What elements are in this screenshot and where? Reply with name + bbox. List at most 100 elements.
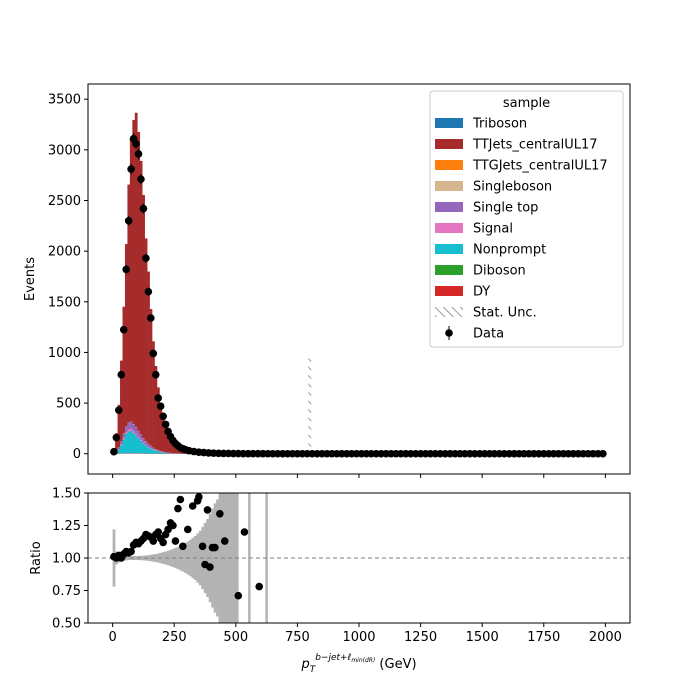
data-point-19 [156, 402, 165, 410]
data-point-16 [149, 349, 158, 358]
bar-signal-40 [122, 437, 126, 440]
stat-unc-hatch [308, 357, 312, 454]
bar-ttjets-centralul17-70 [129, 137, 133, 422]
main-y-tick-label-3500: 3500 [48, 93, 81, 108]
ratio-band-bin-150 [149, 554, 153, 562]
ratio-point-35 [203, 506, 212, 514]
bar-ttjets-centralul17-220 [166, 432, 170, 453]
legend-swatch-diboson [435, 265, 463, 275]
bar-ttjets-centralul17-240 [171, 442, 175, 454]
legend-swatch-singleboson [435, 181, 463, 191]
ratio-point-40 [220, 537, 229, 545]
ratio-band-bin-260 [176, 546, 180, 570]
bar-nonprompt-120 [142, 443, 145, 454]
bar-signal-30 [120, 444, 123, 446]
bar-signal-100 [137, 436, 141, 439]
ratio-y-tick-label-4: 1.50 [52, 487, 81, 502]
data-point-15 [147, 314, 155, 322]
data-point-3 [117, 370, 126, 379]
bar-ttjets-centralul17-90 [134, 112, 138, 427]
bar-nonprompt-60 [127, 431, 131, 454]
bar-signal-130 [144, 444, 148, 446]
bar-ttjets-centralul17-80 [132, 120, 136, 424]
main-y-tick-label-3000: 3000 [48, 143, 81, 158]
data-point-6 [124, 216, 133, 225]
bar-signal-150 [149, 448, 153, 449]
data-point-4 [119, 325, 128, 334]
legend-label-ttgjets-centralul17: TTGJets_centralUL17 [472, 159, 608, 174]
ratio-point-43 [255, 582, 264, 591]
legend-label-diboson: Diboson [473, 264, 526, 279]
bar-single-top-140 [147, 443, 150, 447]
ratio-point-24 [169, 521, 177, 530]
ratio-plot-panel: 0 250 500 750 1000 1250 1500 1750 2000 0.50 0.75 1… [29, 487, 631, 675]
bar-signal-90 [134, 433, 138, 436]
legend-label-dy: DY [473, 285, 490, 300]
x-axis-label-sub: T [310, 665, 317, 675]
bar-nonprompt-40 [122, 439, 126, 454]
ratio-point-38 [211, 543, 219, 552]
ratio-x-tick-label-500: 500 [223, 630, 248, 645]
bar-dy-60 [127, 453, 131, 454]
legend-marker-data [445, 329, 453, 337]
data-point-11 [137, 175, 145, 184]
ratio-band-bin-170 [154, 553, 158, 563]
bar-ttjets-centralul17-170 [154, 365, 158, 450]
bar-nonprompt-220 [166, 453, 170, 454]
x-axis-label-unit: (GeV) [375, 657, 416, 672]
ratio-x-tick-label-250: 250 [162, 630, 187, 645]
ratio-band-bin-120 [142, 555, 145, 561]
ratio-band-bin-310 [189, 539, 192, 577]
bar-nonprompt-150 [149, 448, 153, 454]
ratio-point-36 [206, 563, 214, 571]
data-point-13 [142, 254, 150, 263]
bar-signal-140 [147, 446, 150, 448]
ratio-band-bin-480 [230, 493, 234, 623]
ratio-point-16 [149, 537, 158, 545]
bar-single-top-170 [154, 449, 158, 451]
main-y-ticks: 0 500 1000 1500 2000 2500 3000 3500 [48, 93, 88, 462]
bar-dy-70 [129, 453, 133, 454]
legend-swatch-nonprompt [435, 244, 463, 254]
bar-single-top-180 [156, 450, 160, 452]
bar-single-top-100 [137, 430, 141, 437]
ratio-point-27 [176, 495, 185, 504]
ratio-y-axis-label: Ratio [29, 541, 44, 574]
bar-nonprompt-180 [156, 451, 160, 454]
bar-nonprompt-230 [169, 453, 173, 454]
ratio-band-bin-340 [196, 533, 200, 583]
data-point-18 [154, 394, 163, 402]
main-y-axis-label: Events [23, 257, 38, 301]
bar-ttjets-centralul17-250 [174, 445, 177, 454]
legend-label-nonprompt: Nonprompt [473, 243, 546, 258]
bar-nonprompt-50 [124, 433, 128, 454]
legend-swatch-single-top [435, 202, 463, 212]
ratio-points [110, 493, 264, 600]
x-axis-label: pTb−jet+ℓmin(dR) (GeV) [300, 653, 416, 675]
data-point-9 [132, 139, 140, 148]
bar-ttjets-centralul17-120 [142, 194, 145, 439]
ratio-band-bin-110 [139, 555, 143, 561]
bar-signal-60 [127, 429, 131, 432]
ratio-point-18 [154, 528, 163, 536]
bar-single-top-210 [164, 452, 168, 453]
ratio-band-bin-90 [134, 556, 138, 560]
bar-single-top-130 [144, 441, 148, 445]
data-point-12 [139, 204, 148, 213]
ratio-band-bin-460 [225, 493, 229, 623]
bar-ttjets-centralul17-160 [152, 341, 155, 448]
bar-ttjets-centralul17-100 [137, 132, 141, 431]
bar-nonprompt-90 [134, 435, 138, 454]
bar-nonprompt-70 [129, 430, 133, 454]
bar-ttjets-centralul17-110 [139, 160, 143, 435]
ratio-point-7 [127, 547, 135, 556]
x-axis-label-main: p [300, 657, 309, 672]
data-points [110, 133, 607, 458]
x-axis-label-sup: b−jet+ℓ [315, 653, 351, 663]
bar-nonprompt-160 [152, 449, 155, 454]
bar-single-top-110 [139, 434, 143, 440]
data-point-114 [599, 449, 607, 458]
bar-nonprompt-200 [161, 452, 165, 454]
ratio-point-41 [234, 591, 243, 600]
